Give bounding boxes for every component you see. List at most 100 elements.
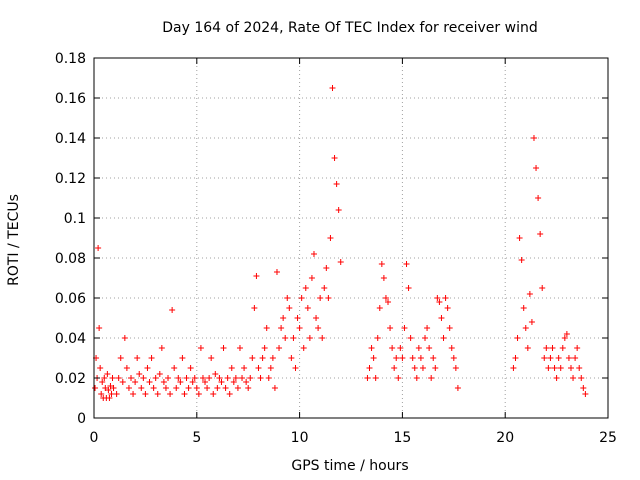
- data-point: [454, 385, 461, 391]
- data-point: [578, 375, 585, 381]
- data-point: [308, 275, 315, 281]
- data-point: [399, 355, 406, 361]
- y-tick-label: 0.16: [55, 91, 86, 107]
- data-point: [524, 345, 531, 351]
- data-point: [245, 385, 252, 391]
- data-point: [559, 345, 566, 351]
- y-tick-label: 0.04: [55, 331, 86, 347]
- data-point: [397, 345, 404, 351]
- data-point: [169, 307, 176, 313]
- data-point: [565, 355, 572, 361]
- data-point: [374, 335, 381, 341]
- data-point: [376, 305, 383, 311]
- data-point: [167, 391, 174, 397]
- data-point: [195, 391, 202, 397]
- data-point: [239, 375, 246, 381]
- data-point: [160, 379, 167, 385]
- data-point: [115, 375, 122, 381]
- data-point: [442, 295, 449, 301]
- data-point: [132, 379, 139, 385]
- y-tick-label: 0.14: [55, 131, 86, 147]
- y-tick-label: 0.12: [55, 171, 86, 187]
- data-point: [366, 365, 373, 371]
- data-point: [119, 379, 126, 385]
- y-tick-label: 0.02: [55, 371, 86, 387]
- data-point: [561, 335, 568, 341]
- data-point: [405, 285, 412, 291]
- data-point: [222, 385, 229, 391]
- data-point: [436, 299, 443, 305]
- data-point: [440, 335, 447, 341]
- data-point: [434, 295, 441, 301]
- data-point: [528, 319, 535, 325]
- data-point: [428, 375, 435, 381]
- data-point: [158, 345, 165, 351]
- data-point: [241, 365, 248, 371]
- data-point: [300, 345, 307, 351]
- data-point: [134, 355, 141, 361]
- x-tick-label: 20: [496, 430, 514, 446]
- data-point: [263, 325, 270, 331]
- data-point: [446, 325, 453, 331]
- data-point: [218, 379, 225, 385]
- data-point: [226, 391, 233, 397]
- data-point: [520, 305, 527, 311]
- data-point: [130, 391, 137, 397]
- data-point: [452, 365, 459, 371]
- x-tick-label: 5: [192, 430, 201, 446]
- data-point: [204, 385, 211, 391]
- data-point: [448, 345, 455, 351]
- data-point: [202, 379, 209, 385]
- data-point: [563, 331, 570, 337]
- data-point: [144, 365, 151, 371]
- data-point: [426, 345, 433, 351]
- data-point: [228, 365, 235, 371]
- y-tick-label: 0: [77, 411, 86, 427]
- data-point: [152, 375, 159, 381]
- data-point: [539, 285, 546, 291]
- data-point: [391, 365, 398, 371]
- data-point: [450, 355, 457, 361]
- data-point: [199, 375, 206, 381]
- data-point: [273, 269, 280, 275]
- data-point: [304, 305, 311, 311]
- data-point: [253, 273, 260, 279]
- data-point: [389, 345, 396, 351]
- data-point: [276, 345, 283, 351]
- data-point: [317, 295, 324, 301]
- data-point: [380, 275, 387, 281]
- data-point: [553, 375, 560, 381]
- data-point: [257, 375, 264, 381]
- data-point: [321, 285, 328, 291]
- data-point: [162, 385, 169, 391]
- data-point: [310, 251, 317, 257]
- data-point: [113, 391, 120, 397]
- data-point: [121, 335, 128, 341]
- data-point: [212, 371, 219, 377]
- data-point: [105, 387, 112, 393]
- data-point: [97, 365, 104, 371]
- data-point: [284, 295, 291, 301]
- data-point: [576, 365, 583, 371]
- data-point: [255, 365, 262, 371]
- data-point: [444, 305, 451, 311]
- data-point: [549, 345, 556, 351]
- data-point: [543, 345, 550, 351]
- data-point: [327, 235, 334, 241]
- data-point: [530, 135, 537, 141]
- data-point: [99, 379, 106, 385]
- data-point: [193, 385, 200, 391]
- data-point: [306, 335, 313, 341]
- data-point: [156, 371, 163, 377]
- data-point: [555, 355, 562, 361]
- data-point: [422, 335, 429, 341]
- data-point: [319, 335, 326, 341]
- x-tick-label: 0: [90, 430, 99, 446]
- data-points: [92, 85, 589, 401]
- data-point: [96, 325, 103, 331]
- data-point: [288, 355, 295, 361]
- data-point: [265, 375, 272, 381]
- data-point: [315, 325, 322, 331]
- data-point: [243, 379, 250, 385]
- data-point: [574, 345, 581, 351]
